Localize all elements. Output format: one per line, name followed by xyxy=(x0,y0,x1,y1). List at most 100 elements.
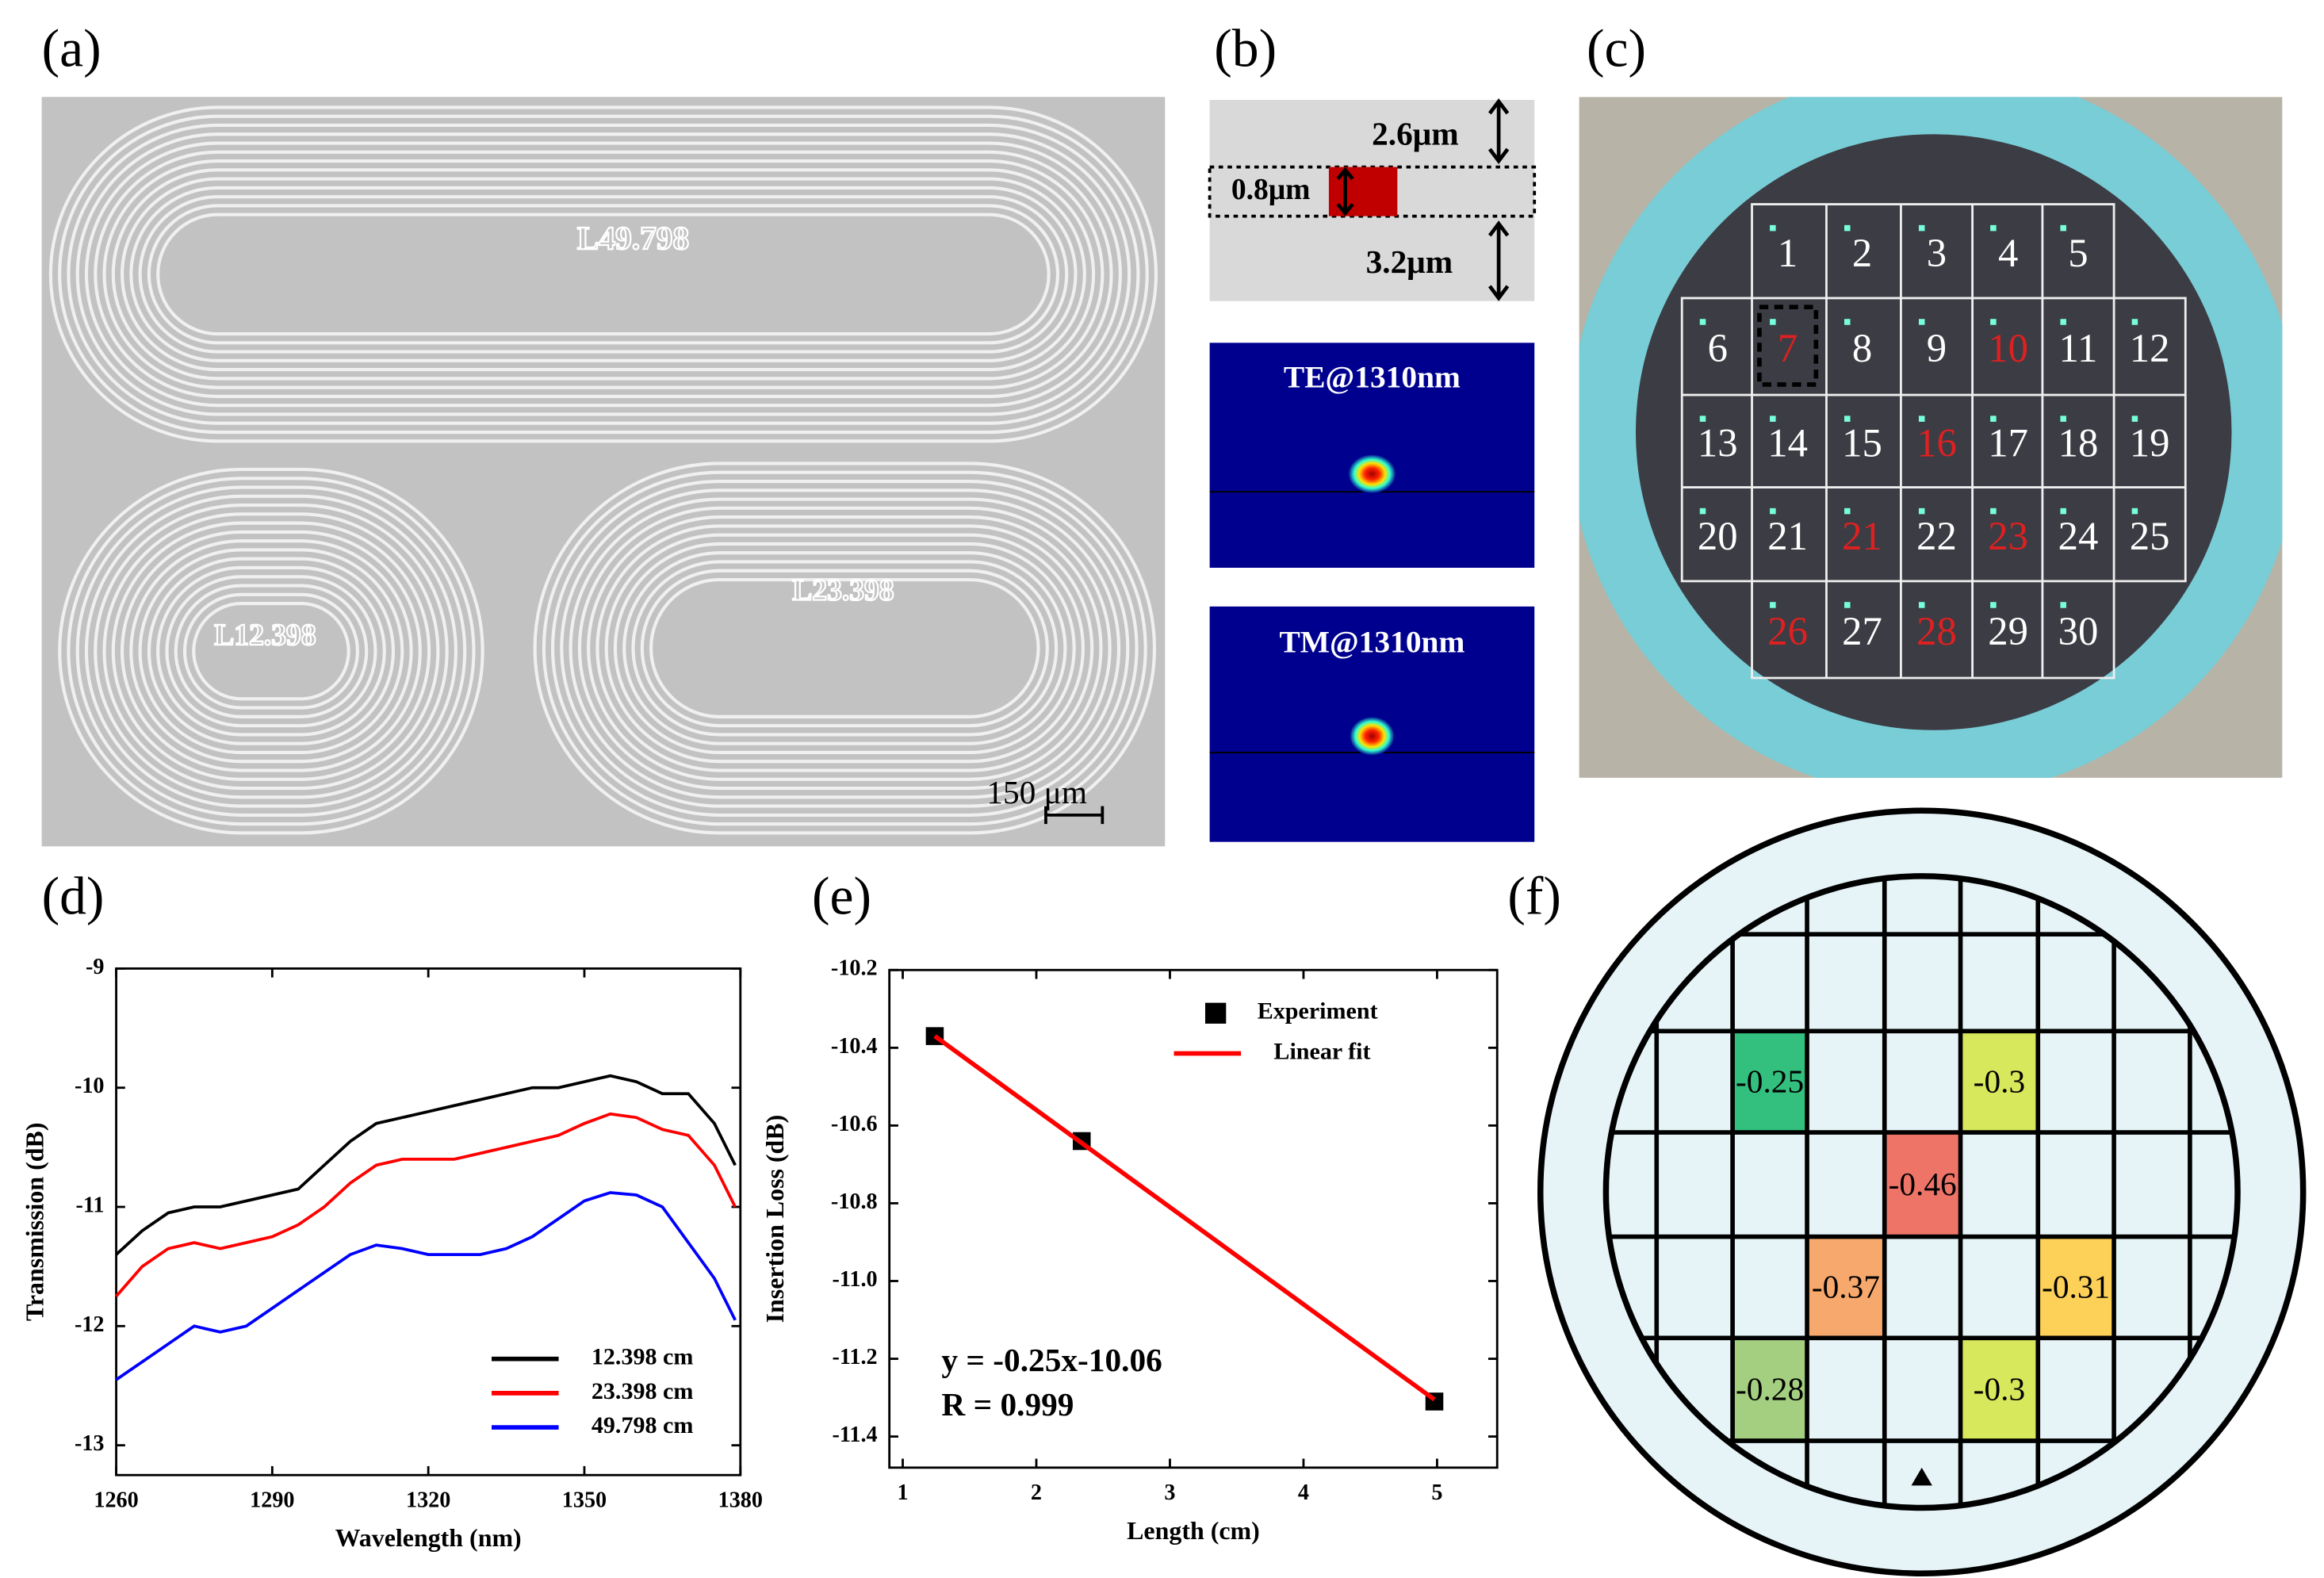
die-marker xyxy=(1990,319,1997,325)
legend-label: 23.398 cm xyxy=(592,1377,694,1404)
die-label: 20 xyxy=(1698,514,1738,558)
panel-label: (c) xyxy=(1587,18,1646,78)
loss-value: -0.25 xyxy=(1736,1063,1804,1099)
y-tick-label: -13 xyxy=(75,1431,105,1456)
loss-value: -0.28 xyxy=(1736,1370,1804,1407)
spiral-label: L49.798 xyxy=(577,220,689,256)
die-marker xyxy=(1844,319,1851,325)
loss-value: -0.31 xyxy=(2042,1269,2110,1305)
y-tick-label: -10.2 xyxy=(831,956,878,981)
die-marker xyxy=(1844,602,1851,608)
x-tick-label: 1290 xyxy=(250,1488,294,1512)
scale-bar xyxy=(1044,806,1105,825)
die-marker xyxy=(1770,416,1776,422)
waveguide-loop xyxy=(156,565,386,737)
loss-cell xyxy=(1732,1338,1808,1441)
waveguide-loop xyxy=(84,494,458,808)
die-label: 8 xyxy=(1852,326,1872,370)
die-label: 6 xyxy=(1708,326,1728,370)
waveguide-loop xyxy=(640,569,1049,728)
mode-label: TM@1310nm xyxy=(1279,625,1464,660)
y-tick-label: -11.4 xyxy=(832,1423,877,1447)
y-axis-title: Insertion Loss (dB) xyxy=(761,1115,789,1323)
annotation: y = -0.25x-10.06 xyxy=(941,1342,1162,1378)
die-label: 13 xyxy=(1698,420,1738,465)
die-marker xyxy=(1770,602,1776,608)
x-axis-title: Wavelength (nm) xyxy=(335,1524,522,1552)
die-label: 22 xyxy=(1916,514,1957,558)
die-marker xyxy=(2131,319,2138,325)
waveguide-loop xyxy=(102,159,1105,389)
plot-frame xyxy=(888,968,1499,1469)
data-line xyxy=(115,1191,737,1381)
waveguide-loop xyxy=(75,485,467,817)
die-marker xyxy=(1918,416,1925,422)
legend-label: 12.398 cm xyxy=(592,1343,694,1370)
die-marker xyxy=(1770,224,1776,232)
loss-value: -0.3 xyxy=(1974,1063,2025,1099)
waveguide-loop xyxy=(182,592,359,710)
die-marker xyxy=(1699,507,1706,515)
die-label: 3 xyxy=(1927,231,1947,275)
y-tick-label: -11.0 xyxy=(832,1267,877,1292)
loss-value: -0.3 xyxy=(1974,1370,2025,1407)
x-axis-title: Length (cm) xyxy=(1127,1517,1260,1545)
grid-lines xyxy=(1606,875,2238,1508)
die-marker xyxy=(1844,507,1851,515)
x-tick-label: 1350 xyxy=(562,1488,607,1512)
waveguide-loop xyxy=(174,584,369,718)
waveguide-loop xyxy=(147,204,1060,345)
die-label: 18 xyxy=(2058,420,2099,465)
charts: (d) -13 -12 -11 -10 -9 1260 1290 1320 1350 1380 Wav… xyxy=(21,866,1499,1552)
x-tick-label: 1 xyxy=(897,1480,908,1505)
die-label: 17 xyxy=(1988,420,2028,465)
mode-spot xyxy=(1350,716,1395,756)
spirals xyxy=(48,105,1158,835)
die-marker xyxy=(1990,602,1997,608)
waveguide-loop xyxy=(58,467,484,835)
x-tick-label: 1380 xyxy=(718,1488,763,1512)
y-tick-label: -12 xyxy=(75,1312,105,1337)
waveguide-loop xyxy=(129,539,413,764)
die-marker xyxy=(1844,224,1851,232)
waveguide-loop xyxy=(58,114,1149,435)
waveguide-loop xyxy=(111,168,1096,381)
annotation: R = 0.999 xyxy=(941,1386,1074,1423)
waveguide-loop xyxy=(165,575,377,728)
die-marker xyxy=(1918,319,1925,325)
y-tick-label: -10 xyxy=(75,1074,105,1098)
waveguide-loop xyxy=(577,506,1112,791)
waveguide-loop xyxy=(542,470,1147,826)
waveguide-loop xyxy=(533,462,1157,835)
waveguide-loop xyxy=(67,123,1140,425)
y-tick-label: -10.6 xyxy=(831,1112,878,1136)
y-axis-title: Transmission (dB) xyxy=(21,1123,48,1322)
x-tick-label: 1260 xyxy=(94,1488,138,1512)
die-marker xyxy=(2060,416,2066,422)
die-marker xyxy=(2060,602,2066,608)
spiral-label: L23.398 xyxy=(792,575,894,607)
die-label: 23 xyxy=(1988,514,2028,558)
waveguide-loop xyxy=(67,477,476,826)
die-highlight xyxy=(1757,304,1819,387)
waveguide-loop xyxy=(595,524,1094,772)
waveguide-loop xyxy=(102,512,440,791)
panel-label: (a) xyxy=(42,18,101,78)
die-marker xyxy=(1844,416,1851,422)
die-label: 21 xyxy=(1842,514,1882,558)
die-marker xyxy=(1770,507,1776,515)
die-label: 7 xyxy=(1778,326,1798,370)
waveguide-loop xyxy=(48,105,1158,443)
die-label: 19 xyxy=(2130,420,2170,465)
die-marker xyxy=(1990,224,1997,232)
die-marker xyxy=(2060,507,2066,515)
loss-cell xyxy=(1807,1236,1885,1339)
waveguide-loop xyxy=(138,548,404,755)
waveguide xyxy=(1328,167,1398,216)
x-tick-label: 2 xyxy=(1031,1480,1042,1505)
die-label: 12 xyxy=(2130,326,2170,370)
loss-cell xyxy=(1960,1031,2039,1133)
loss-cell xyxy=(2038,1236,2115,1339)
waveguide-loop xyxy=(604,533,1085,764)
waveguide-loop xyxy=(613,542,1076,755)
